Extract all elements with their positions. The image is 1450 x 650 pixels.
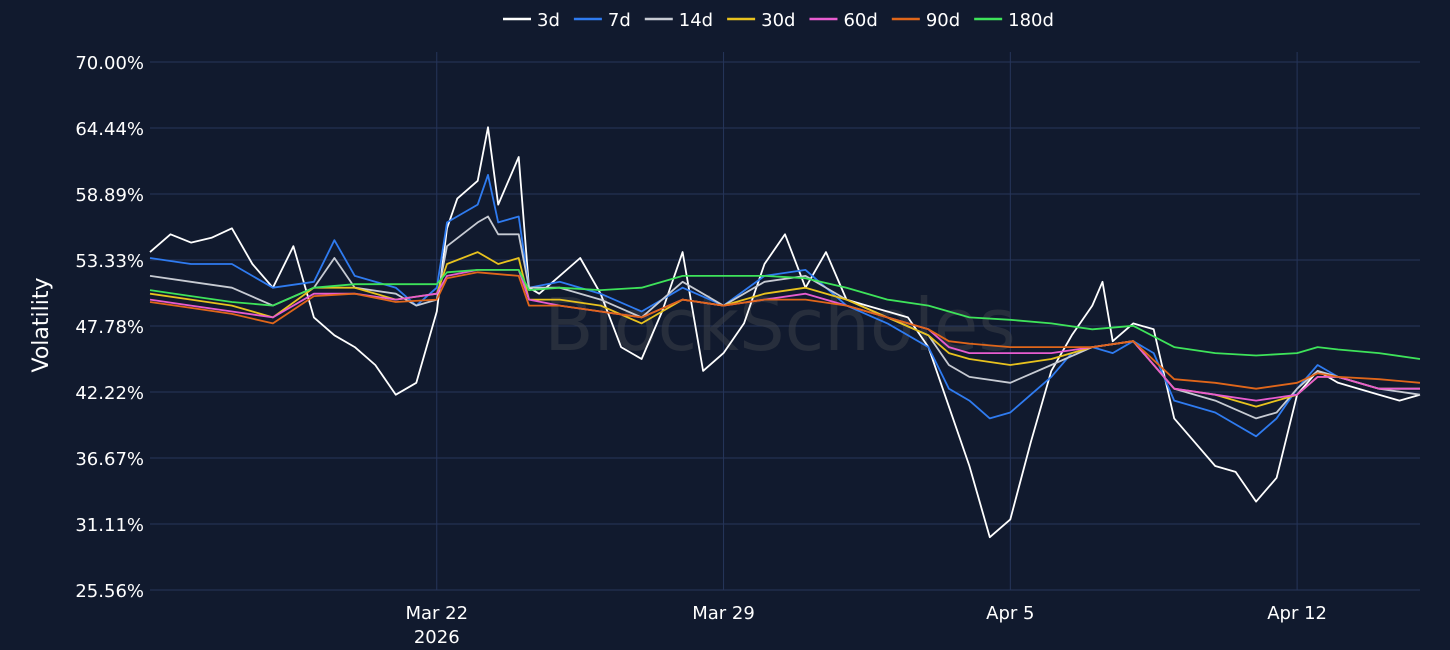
y-tick-label: 36.67%	[75, 449, 144, 470]
x-tick-label: Mar 29	[692, 603, 755, 624]
y-tick-label: 64.44%	[75, 119, 144, 140]
y-tick-label: 47.78%	[75, 317, 144, 338]
legend-item-60d[interactable]: 60d	[809, 10, 878, 31]
legend-item-3d[interactable]: 3d	[503, 10, 560, 31]
legend-label: 14d	[679, 10, 713, 31]
legend-item-7d[interactable]: 7d	[573, 10, 631, 31]
x-axis: Mar 22 2026 Mar 29 Apr 5 Apr 12	[405, 603, 1327, 648]
series-line-3d	[149, 126, 1421, 539]
legend-label: 30d	[761, 10, 795, 31]
y-axis: 70.00% 64.44% 58.89% 53.33% 47.78% 42.22% 36.6…	[75, 53, 144, 602]
legend-item-90d[interactable]: 90d	[891, 10, 960, 31]
x-tick-label: Apr 12	[1267, 603, 1327, 624]
watermark: BlockScholes	[544, 283, 1016, 367]
legend-item-180d[interactable]: 180d	[974, 10, 1054, 31]
y-tick-label: 31.11%	[75, 515, 144, 536]
grid	[150, 52, 1420, 591]
legend-label: 3d	[537, 10, 560, 31]
series-line-90d	[149, 271, 1421, 390]
series-lines	[149, 126, 1421, 539]
legend-label: 60d	[843, 10, 877, 31]
series-line-180d	[149, 269, 1421, 360]
legend-label: 180d	[1008, 10, 1054, 31]
y-tick-label: 70.00%	[75, 53, 144, 74]
x-tick-sublabel: 2026	[414, 627, 460, 648]
x-tick-label: Apr 5	[986, 603, 1034, 624]
legend-item-14d[interactable]: 14d	[644, 10, 713, 31]
legend[interactable]: 3d 7d 14d 30d 60d 90d 180d	[503, 10, 1054, 31]
legend-label: 90d	[926, 10, 960, 31]
legend-label: 7d	[608, 10, 631, 31]
series-line-60d	[149, 269, 1420, 402]
y-tick-label: 42.22%	[75, 383, 144, 404]
y-axis-title: Volatility	[29, 277, 54, 372]
legend-item-30d[interactable]: 30d	[727, 10, 795, 31]
y-tick-label: 25.56%	[75, 581, 144, 602]
y-tick-label: 58.89%	[75, 185, 144, 206]
x-tick-label: Mar 22	[405, 603, 468, 624]
y-tick-label: 53.33%	[75, 251, 144, 272]
